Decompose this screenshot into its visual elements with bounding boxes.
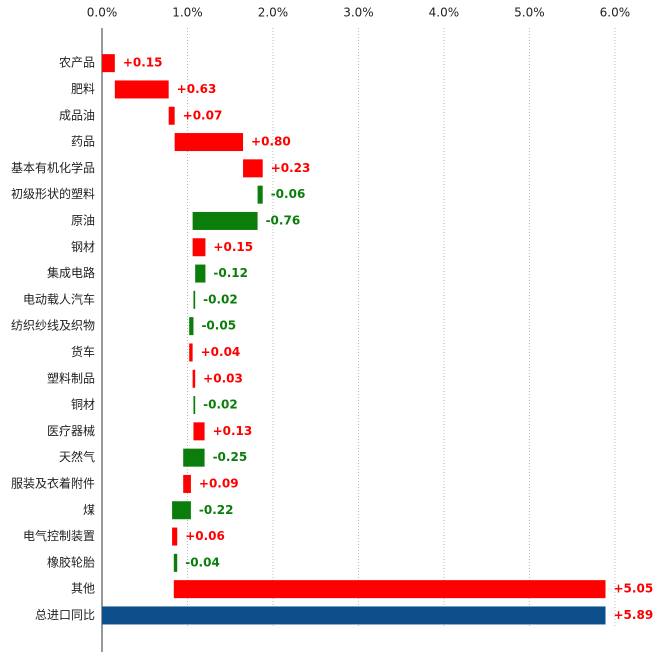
category-label: 初级形状的塑料	[11, 186, 95, 201]
category-label: 集成电路	[47, 265, 95, 280]
category-label: 橡胶轮胎	[47, 554, 95, 569]
category-label: 电气控制装置	[23, 528, 95, 543]
value-label: +0.03	[203, 371, 243, 385]
value-label: +0.80	[251, 135, 291, 149]
value-label: -0.04	[185, 555, 220, 569]
bar	[192, 238, 206, 257]
bar	[174, 133, 244, 152]
value-label: +0.07	[183, 108, 223, 122]
category-label: 其他	[71, 582, 95, 596]
bar	[173, 580, 606, 599]
value-label: +0.04	[201, 345, 241, 359]
x-tick-label: 6.0%	[600, 6, 631, 20]
category-label: 总进口同比	[35, 608, 95, 622]
bar	[192, 211, 258, 230]
category-label: 药品	[71, 135, 95, 149]
x-tick-label: 3.0%	[343, 6, 374, 20]
category-label: 天然气	[59, 449, 95, 464]
bar	[168, 106, 175, 125]
x-tick-label: 2.0%	[258, 6, 289, 20]
value-label: +0.15	[123, 56, 163, 70]
category-label: 纺织纱线及织物	[11, 319, 95, 333]
value-label: -0.05	[201, 319, 236, 333]
category-label: 塑料制品	[47, 370, 95, 385]
bar	[193, 396, 196, 415]
value-label: -0.06	[271, 187, 306, 201]
category-label: 原油	[71, 213, 95, 227]
bar	[173, 553, 178, 572]
value-label: +0.23	[271, 161, 311, 175]
bar	[172, 527, 178, 546]
x-tick-label: 5.0%	[514, 6, 545, 20]
category-label: 基本有机化学品	[11, 160, 95, 175]
bar	[243, 159, 263, 178]
bar	[102, 606, 606, 625]
bar	[114, 80, 169, 99]
bar	[193, 422, 205, 441]
category-label: 肥料	[71, 82, 95, 96]
x-tick-label: 1.0%	[172, 6, 203, 20]
bar	[192, 369, 196, 388]
value-label: +0.13	[213, 424, 253, 438]
value-label: +0.09	[199, 476, 239, 490]
value-label: -0.22	[199, 503, 234, 517]
bar	[172, 501, 191, 520]
category-label: 电动载人汽车	[23, 291, 95, 306]
x-tick-label: 4.0%	[429, 6, 460, 20]
bar	[195, 264, 206, 283]
bar	[183, 474, 191, 493]
category-label: 货车	[71, 344, 95, 359]
value-label: +5.89	[614, 608, 654, 622]
value-label: -0.25	[213, 450, 248, 464]
bar	[183, 448, 205, 467]
value-label: -0.02	[203, 292, 238, 306]
category-label: 服装及衣着附件	[11, 475, 95, 490]
value-label: +0.15	[213, 240, 253, 254]
category-label: 钢材	[71, 240, 95, 254]
bar	[193, 290, 196, 309]
value-label: +0.06	[185, 529, 225, 543]
value-label: -0.76	[266, 213, 301, 227]
bar	[257, 185, 263, 204]
category-label: 医疗器械	[47, 423, 95, 438]
category-label: 成品油	[59, 108, 95, 122]
bar	[189, 317, 194, 336]
x-tick-label: 0.0%	[87, 6, 118, 20]
value-label: +0.63	[177, 82, 217, 96]
category-label: 铜材	[71, 397, 95, 412]
value-label: -0.12	[213, 266, 248, 280]
bar	[102, 54, 115, 73]
value-label: -0.02	[203, 398, 238, 412]
category-label: 农产品	[59, 56, 95, 70]
value-label: +5.05	[614, 582, 654, 596]
category-label: 煤	[83, 503, 95, 517]
bar	[189, 343, 193, 362]
